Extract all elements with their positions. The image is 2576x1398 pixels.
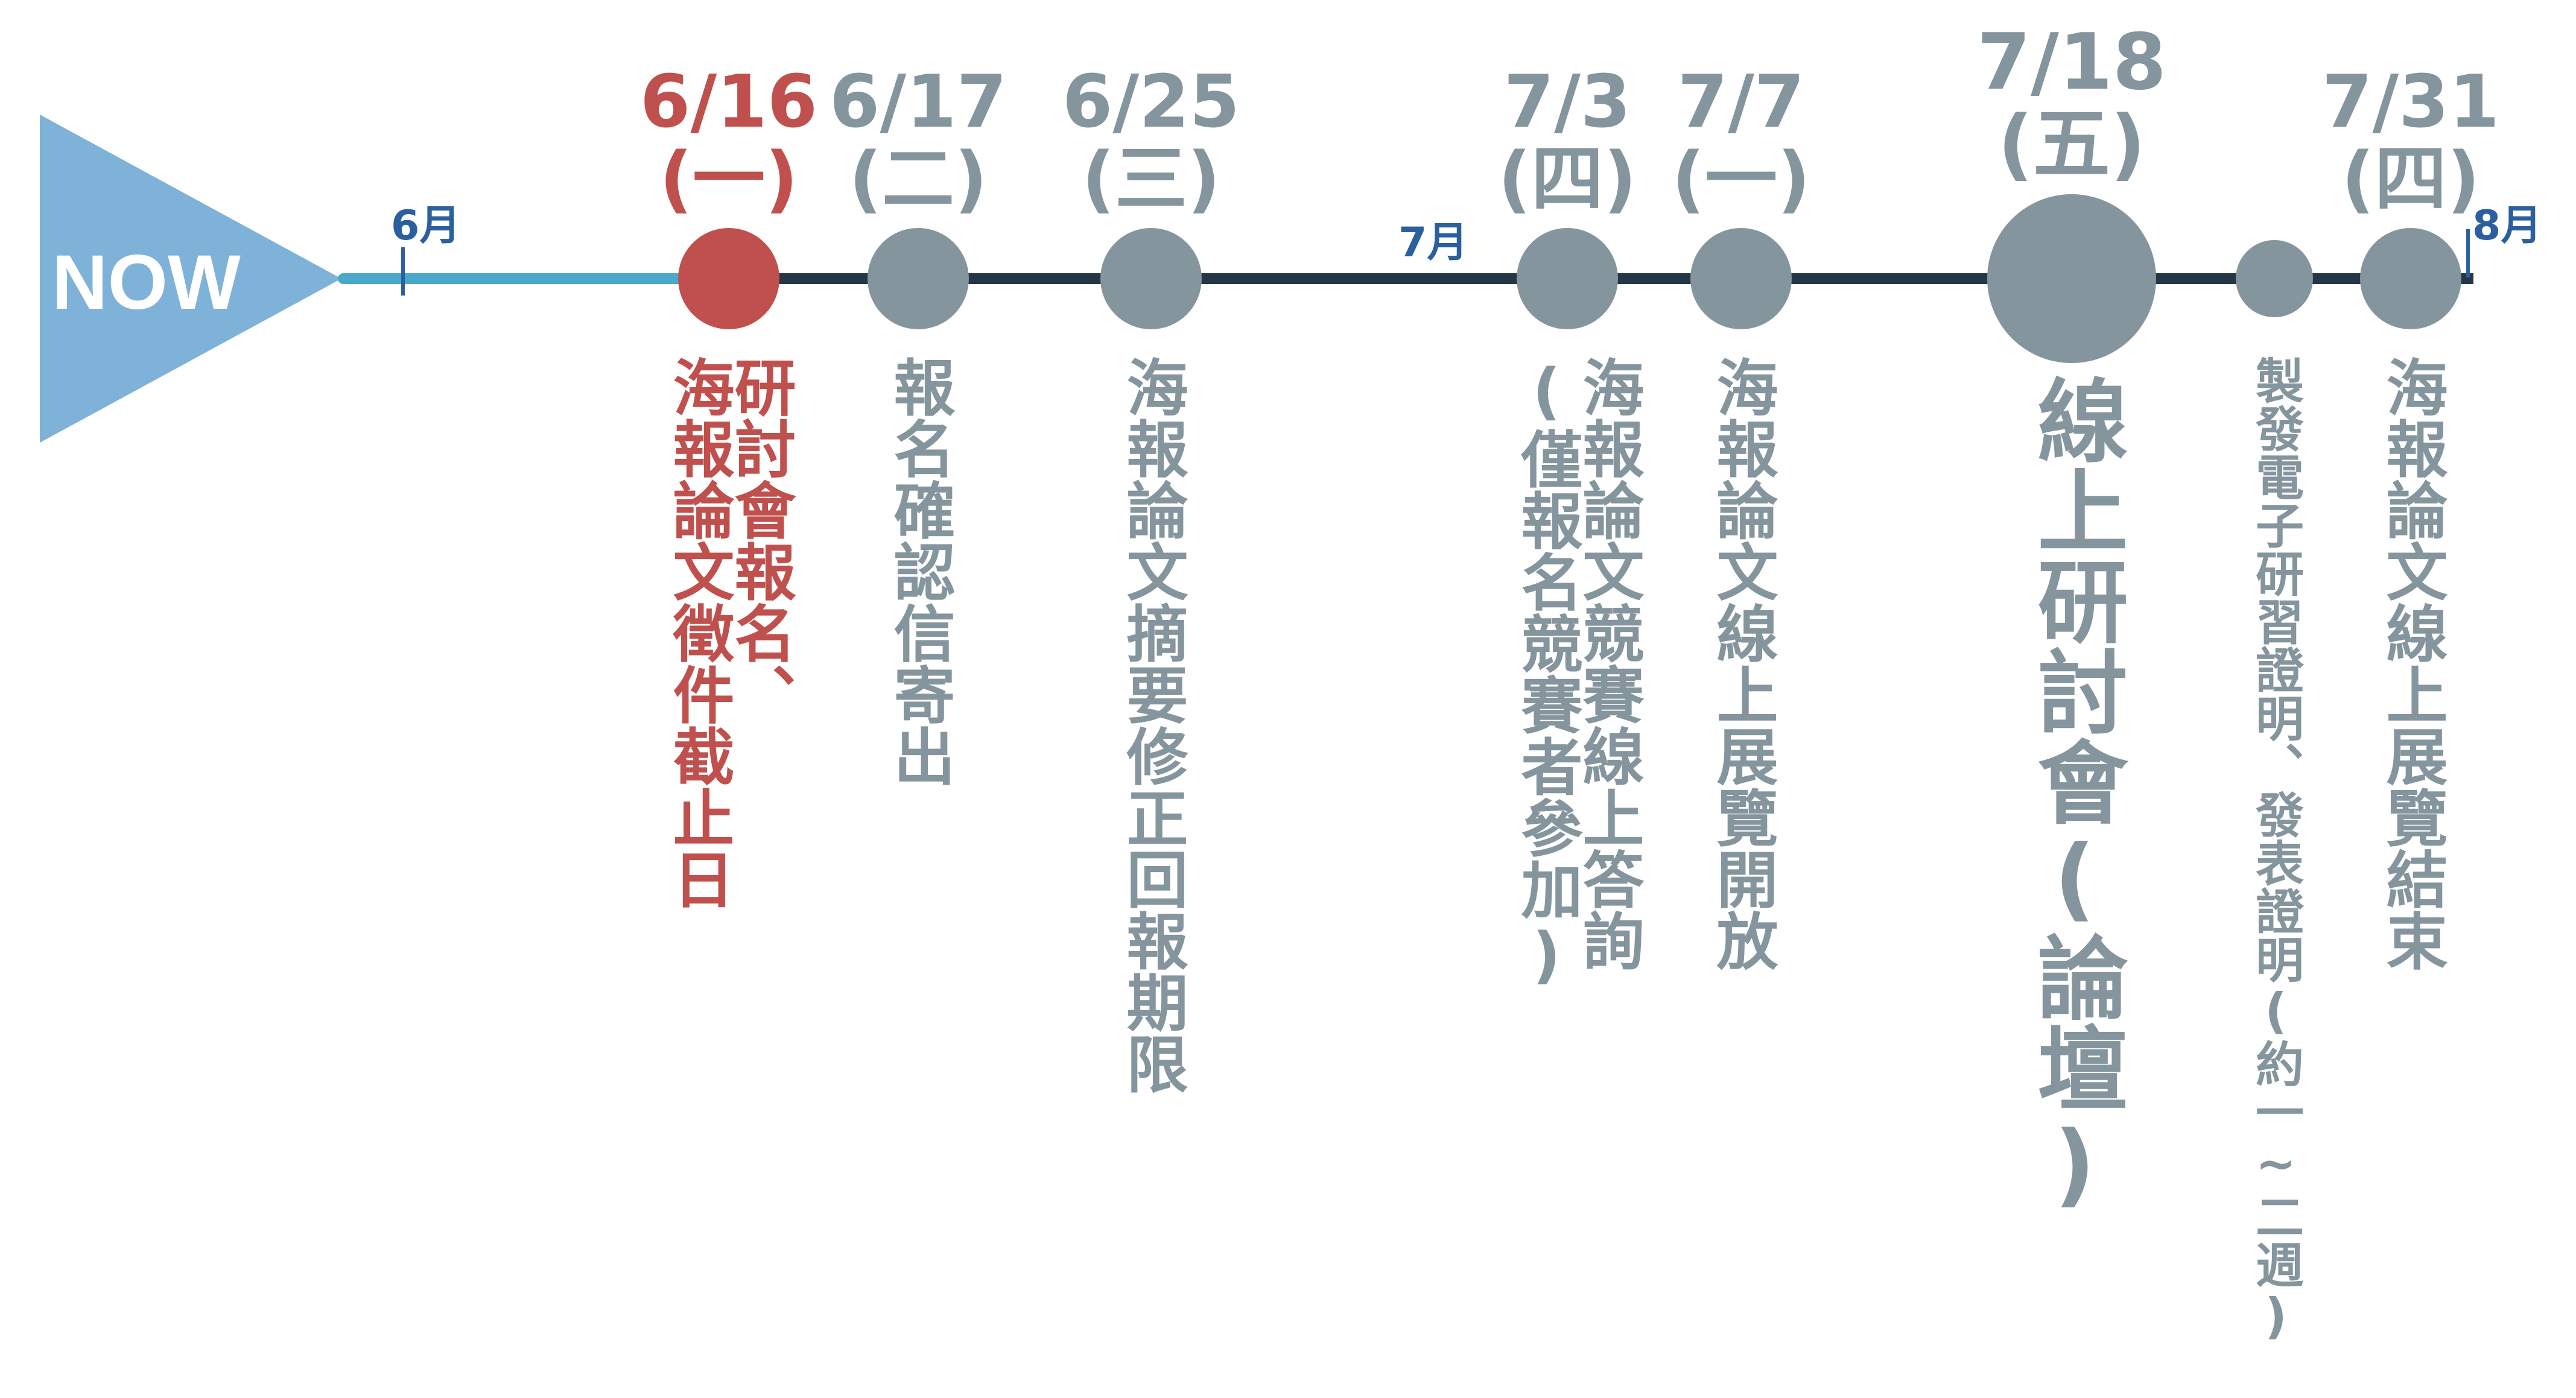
month-tick-june bbox=[401, 247, 405, 296]
event-description-line: 海報論文摘要修正回報期限 bbox=[1116, 356, 1188, 1094]
event-marker bbox=[1100, 228, 1202, 329]
month-label-july: 7月 bbox=[1398, 219, 1468, 267]
event-date: 7/3 bbox=[1503, 60, 1631, 144]
event-date: 7/7 bbox=[1677, 60, 1805, 144]
event-date: 7/18 bbox=[1977, 17, 2166, 107]
event-description: 海報論文摘要修正回報期限 bbox=[1116, 356, 1188, 1094]
event-marker bbox=[2236, 240, 2313, 317]
timeline-line-current bbox=[338, 273, 688, 284]
event-weekday: (三) bbox=[1082, 138, 1220, 221]
event-weekday: (一) bbox=[1672, 138, 1810, 221]
now-arrow-icon bbox=[40, 115, 341, 443]
event-description-line: (僅報名競賽者參加) bbox=[1511, 356, 1582, 992]
now-label: NOW bbox=[52, 239, 241, 326]
event-date: 6/16 bbox=[639, 60, 818, 144]
month-label-august: 8月 bbox=[2472, 202, 2542, 250]
event-marker bbox=[2360, 228, 2461, 329]
event-weekday: (一) bbox=[659, 138, 798, 221]
event-description-line: 海報論文競賽線上答詢 bbox=[1572, 356, 1644, 971]
event-weekday: (二) bbox=[849, 138, 988, 221]
event-weekday: (五) bbox=[1997, 100, 2146, 189]
event-marker bbox=[868, 228, 969, 329]
event-description: 海報論文線上展覽結束 bbox=[2376, 356, 2448, 971]
event-description-line: 報名確認信寄出 bbox=[883, 356, 955, 786]
event-description: 海報論文線上展覽開放 bbox=[1706, 356, 1778, 971]
event-description: 製發電子研習證明、發表證明(約一~二週) bbox=[2248, 356, 2304, 1344]
event-description: 研討會報名、 海報論文徵件截止日 bbox=[662, 356, 796, 909]
event-description: 報名確認信寄出 bbox=[883, 356, 955, 786]
event-description-line: 製發電子研習證明、發表證明(約一~二週) bbox=[2248, 356, 2304, 1344]
event-description-line: 海報論文線上展覽開放 bbox=[1706, 356, 1778, 971]
event-description-line: 海報論文線上展覽結束 bbox=[2376, 356, 2448, 971]
event-marker bbox=[1517, 228, 1618, 329]
event-description-line: 海報論文徵件截止日 bbox=[662, 356, 734, 909]
event-date: 7/31 bbox=[2321, 60, 2500, 144]
event-marker bbox=[1987, 194, 2156, 363]
event-description: 線上研討會(論壇) bbox=[2022, 374, 2127, 1217]
month-label-june: 6月 bbox=[391, 202, 461, 250]
event-date: 6/17 bbox=[829, 60, 1007, 144]
event-marker bbox=[1690, 228, 1792, 329]
month-tick-august bbox=[2466, 229, 2470, 277]
event-description: 海報論文競賽線上答詢 (僅報名競賽者參加) bbox=[1511, 356, 1644, 992]
event-weekday: (四) bbox=[2341, 138, 2480, 221]
event-marker bbox=[678, 228, 779, 329]
event-description-line: 研討會報名、 bbox=[724, 356, 796, 725]
event-date: 6/25 bbox=[1062, 60, 1240, 144]
event-description-line: 線上研討會(論壇) bbox=[2022, 374, 2127, 1217]
event-weekday: (四) bbox=[1498, 138, 1637, 221]
